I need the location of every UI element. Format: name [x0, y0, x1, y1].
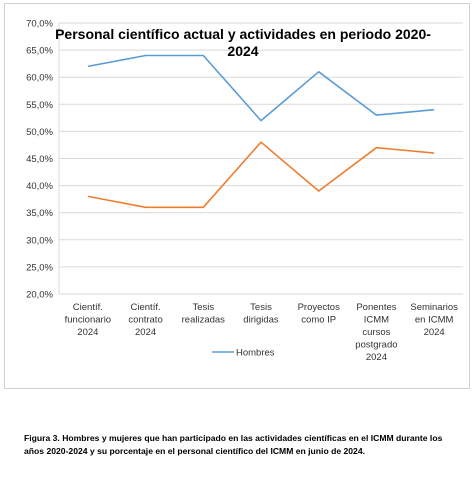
chart-title: Personal científico actual y actividades…: [55, 26, 431, 59]
x-category-label-line: realizadas: [182, 315, 226, 326]
chart-frame: 20,0% 25,0% 30,0% 35,0% 40,0% 45,0% 50,0% 55,0%…: [4, 3, 470, 389]
y-tick-label: 40,0%: [26, 181, 53, 192]
y-tick-label: 20,0%: [26, 290, 53, 301]
x-category-label-line: Científ.: [73, 302, 103, 313]
x-category-label-line: ICMM: [364, 315, 389, 326]
x-category-label: Tesis dirigidas: [243, 302, 279, 326]
figure-caption: Figura 3. Hombres y mujeres que han part…: [24, 433, 443, 456]
y-tick-label: 60,0%: [26, 73, 53, 84]
y-tick-label: 30,0%: [26, 235, 53, 246]
x-category-label-line: en ICMM: [415, 315, 454, 326]
x-category-label-line: postgrado: [355, 340, 397, 351]
chart-title-line: 2024: [227, 43, 258, 59]
x-category-label-line: Científ.: [131, 302, 161, 313]
x-category-label: Científ. funcionario 2024: [65, 302, 111, 338]
series-line-1: [87, 54, 435, 122]
x-category-label-line: Ponentes: [356, 302, 396, 313]
x-category-label-line: 2024: [424, 327, 445, 338]
y-tick-label: 65,0%: [26, 46, 53, 57]
series-line-2: [87, 141, 435, 209]
x-category-label-line: dirigidas: [243, 315, 279, 326]
x-category-label: Científ. contrato 2024: [128, 302, 162, 338]
y-tick-label: 55,0%: [26, 100, 53, 111]
x-category-label-line: Tesis: [192, 302, 214, 313]
x-category-label: Proyectos como IP: [298, 302, 340, 326]
x-category-label-line: funcionario: [65, 315, 111, 326]
line-chart: 20,0% 25,0% 30,0% 35,0% 40,0% 45,0% 50,0% 55,0%…: [26, 19, 463, 363]
y-tick-label: 50,0%: [26, 127, 53, 138]
x-category-label-line: cursos: [362, 327, 390, 338]
x-category-label: Ponentes ICMM cursos postgrado 2024: [355, 302, 397, 363]
x-category-label-line: Tesis: [250, 302, 272, 313]
x-category-label-line: contrato: [128, 315, 162, 326]
x-category-label-line: 2024: [366, 352, 387, 363]
x-category-label-line: Proyectos: [298, 302, 340, 313]
x-category-label: Seminarios en ICMM 2024: [410, 302, 458, 338]
chart-title-line: Personal científico actual y actividades…: [55, 26, 431, 42]
y-tick-label: 45,0%: [26, 154, 53, 165]
x-category-label-line: Seminarios: [410, 302, 458, 313]
legend-label-hombres: Hombres: [236, 348, 275, 359]
y-tick-label: 70,0%: [26, 19, 53, 30]
y-tick-label: 25,0%: [26, 262, 53, 273]
x-category-label: Tesis realizadas: [182, 302, 226, 326]
y-tick-label: 35,0%: [26, 208, 53, 219]
x-category-label-line: 2024: [135, 327, 156, 338]
x-category-label-line: como IP: [301, 315, 336, 326]
x-category-label-line: 2024: [77, 327, 98, 338]
